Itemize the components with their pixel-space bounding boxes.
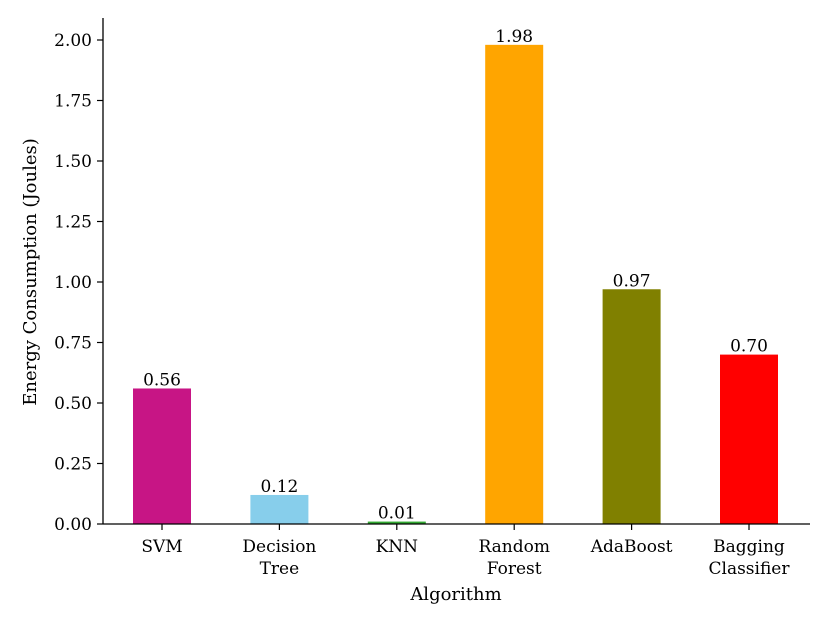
y-tick-label: 0.00 <box>54 515 92 535</box>
data-label: 1.98 <box>495 27 533 47</box>
x-tick-label: Tree <box>260 559 300 579</box>
bar <box>485 44 544 525</box>
data-label: 0.01 <box>378 504 416 524</box>
bar <box>720 354 778 524</box>
y-axis: 0.00 0.25 0.50 0.75 1.00 1.25 1.50 1.75 2.00 <box>54 31 103 535</box>
data-label: 0.12 <box>260 477 298 497</box>
bars-group <box>133 44 778 525</box>
bar <box>133 388 191 524</box>
x-tick-label: Forest <box>487 559 542 579</box>
data-labels-group: 0.56 0.12 0.01 1.98 0.97 0.70 <box>143 27 768 524</box>
x-tick-label: Decision <box>242 537 316 557</box>
y-tick-label: 2.00 <box>54 31 92 51</box>
y-tick-label: 1.25 <box>54 213 92 233</box>
bar <box>250 494 309 524</box>
x-tick-label: Bagging <box>713 537 785 557</box>
y-tick-label: 0.50 <box>54 394 92 414</box>
y-tick-label: 1.75 <box>54 92 92 112</box>
x-tick-label: AdaBoost <box>590 537 673 557</box>
y-tick-label: 1.00 <box>54 273 92 293</box>
x-tick-label: Random <box>478 537 550 557</box>
data-label: 0.70 <box>730 337 768 357</box>
bar <box>602 289 661 524</box>
y-axis-title: Energy Consumption (Joules) <box>20 138 41 406</box>
data-label: 0.56 <box>143 370 181 390</box>
x-tick-label: Classifier <box>709 559 791 579</box>
y-tick-label: 0.25 <box>54 455 92 475</box>
y-tick-label: 0.75 <box>54 334 92 354</box>
x-axis-title: Algorithm <box>409 584 501 605</box>
x-tick-label: SVM <box>141 537 182 557</box>
data-label: 0.97 <box>613 271 651 291</box>
bar <box>367 521 426 524</box>
y-tick-label: 1.50 <box>54 152 92 172</box>
x-tick-label: KNN <box>376 537 419 557</box>
